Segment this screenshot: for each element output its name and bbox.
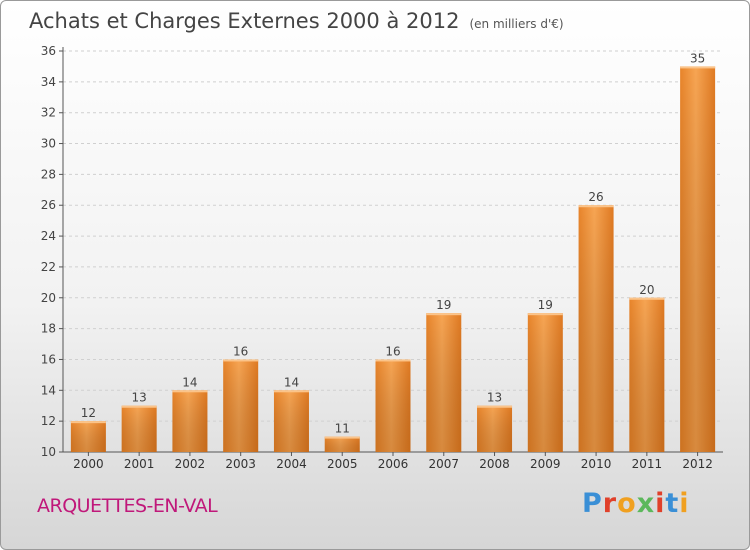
labels: 10 12 14 16 18 20 22 24 26 28 30 32 34 36 12 2000 13 2001…: [41, 44, 713, 471]
x-tick-label-2000: 2000: [73, 457, 104, 471]
value-label-2010: 26: [588, 190, 603, 204]
y-tick-label: 26: [41, 198, 56, 212]
value-label-2005: 11: [335, 422, 350, 436]
x-tick-label-2008: 2008: [479, 457, 510, 471]
value-label-2012: 35: [690, 51, 705, 65]
logo-letter: P: [582, 488, 603, 519]
bar-2002: [172, 390, 208, 452]
value-label-2001: 13: [132, 391, 147, 405]
bar-2003: [223, 359, 259, 452]
location-label: ARQUETTES-EN-VAL: [37, 495, 218, 517]
x-tick-label-2006: 2006: [378, 457, 409, 471]
bar-2011: [629, 297, 665, 452]
y-tick-label: 16: [41, 352, 56, 366]
logo-letter: i: [655, 488, 666, 519]
bar-2009: [527, 313, 563, 452]
x-tick-label-2012: 2012: [682, 457, 713, 471]
bar-2004: [273, 390, 309, 452]
bar-2012: [680, 66, 716, 452]
x-tick-label-2011: 2011: [632, 457, 663, 471]
y-tick-label: 18: [41, 322, 56, 336]
value-label-2011: 20: [639, 283, 654, 297]
bar-2005: [324, 436, 360, 452]
logo-letter: x: [636, 488, 656, 519]
logo-letter: o: [617, 488, 637, 519]
y-tick-label: 10: [41, 445, 56, 459]
y-tick-label: 28: [41, 167, 56, 181]
x-tick-label-2004: 2004: [276, 457, 307, 471]
y-tick-label: 30: [41, 137, 56, 151]
x-tick-label-2003: 2003: [225, 457, 256, 471]
value-label-2002: 14: [182, 375, 197, 389]
y-tick-label: 34: [41, 75, 56, 89]
x-tick-label-2001: 2001: [124, 457, 155, 471]
y-tick-label: 24: [41, 229, 56, 243]
chart-title-text: Achats et Charges Externes 2000 à 2012: [29, 9, 460, 33]
y-tick-label: 22: [41, 260, 56, 274]
y-tick-label: 20: [41, 291, 56, 305]
logo-letter: r: [602, 488, 618, 519]
x-tick-label-2005: 2005: [327, 457, 358, 471]
bar-2001: [121, 405, 157, 452]
x-tick-label-2009: 2009: [530, 457, 561, 471]
value-label-2009: 19: [538, 298, 553, 312]
logo-letter: t: [665, 488, 680, 519]
x-tick-label-2002: 2002: [175, 457, 206, 471]
value-label-2008: 13: [487, 391, 502, 405]
bar-2007: [426, 313, 462, 452]
y-tick-label: 12: [41, 414, 56, 428]
y-tick-label: 14: [41, 383, 56, 397]
bar-2006: [375, 359, 411, 452]
value-label-2006: 16: [385, 344, 400, 358]
value-label-2003: 16: [233, 344, 248, 358]
bars: [70, 66, 716, 452]
value-label-2004: 14: [284, 375, 299, 389]
y-tick-label: 36: [41, 44, 56, 58]
bar-2008: [477, 405, 513, 452]
y-tick-label: 32: [41, 106, 56, 120]
x-tick-label-2010: 2010: [581, 457, 612, 471]
bar-2010: [578, 205, 614, 452]
bar-2000: [70, 421, 106, 452]
chart-title: Achats et Charges Externes 2000 à 2012 (e…: [29, 9, 564, 33]
value-label-2000: 12: [81, 406, 96, 420]
proxiti-logo[interactable]: Proxiti: [582, 488, 690, 519]
value-label-2007: 19: [436, 298, 451, 312]
chart-unit: (en milliers d'€): [469, 17, 564, 31]
x-tick-label-2007: 2007: [428, 457, 459, 471]
logo-letter: i: [679, 488, 690, 519]
